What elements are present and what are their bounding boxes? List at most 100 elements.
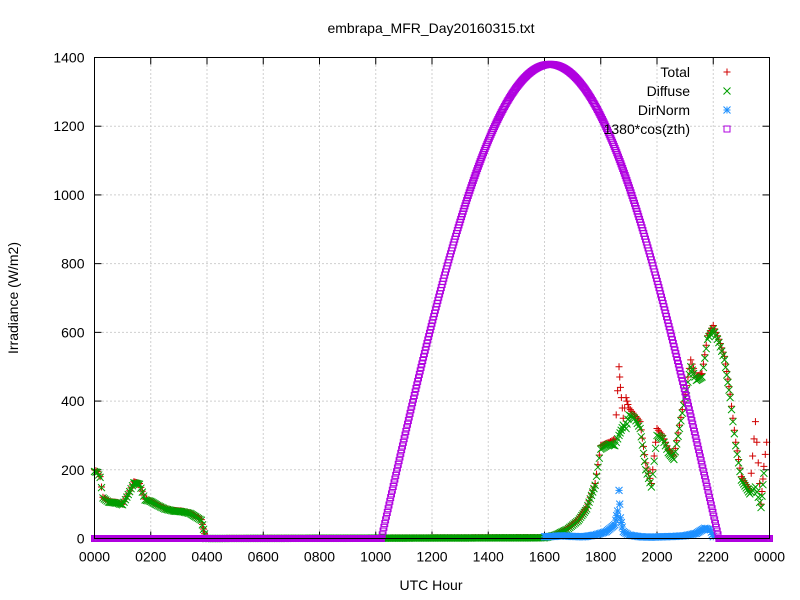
data-point-dirnorm: [708, 530, 717, 539]
data-point-dirnorm: [615, 500, 624, 508]
data-point-diffuse: [741, 482, 749, 490]
x-tick-label: 1200: [416, 549, 447, 565]
data-point-dirnorm: [615, 486, 623, 495]
data-point-diffuse: [730, 429, 739, 438]
y-tick-label: 1000: [53, 187, 84, 203]
data-point-1380-cos-zth: [708, 505, 716, 513]
data-point-total: [624, 401, 632, 409]
data-point-1380-cos-zth: [620, 169, 628, 177]
data-point-diffuse: [733, 450, 742, 459]
data-point-1380-cos-zth: [389, 482, 397, 490]
data-point-1380-cos-zth: [475, 160, 483, 168]
data-point-diffuse: [647, 483, 656, 491]
data-point-1380-cos-zth: [385, 501, 393, 509]
data-point-1380-cos-zth: [386, 497, 394, 505]
data-point-1380-cos-zth: [467, 184, 475, 192]
data-point-1380-cos-zth: [396, 453, 404, 461]
data-point-total: [591, 480, 599, 488]
x-tick-label: 1400: [473, 549, 504, 565]
data-point-1380-cos-zth: [398, 446, 406, 454]
data-point-1380-cos-zth: [687, 413, 695, 421]
data-point-diffuse: [727, 405, 736, 414]
data-point-1380-cos-zth: [699, 464, 707, 472]
data-point-diffuse: [734, 459, 743, 467]
legend-marker: [723, 125, 731, 133]
data-point-diffuse: [159, 504, 168, 513]
data-point-dirnorm: [617, 518, 626, 527]
data-point-1380-cos-zth: [469, 179, 476, 187]
data-point-diffuse: [639, 449, 648, 458]
data-point-total: [747, 469, 755, 477]
data-point-1380-cos-zth: [620, 167, 628, 175]
x-tick-label: 1000: [360, 549, 391, 565]
data-point-1380-cos-zth: [625, 181, 633, 189]
legend-marker: [723, 68, 731, 76]
data-point-1380-cos-zth: [678, 374, 686, 382]
data-point-total: [749, 452, 757, 460]
data-point-total: [751, 418, 759, 426]
data-point-diffuse: [720, 355, 729, 364]
data-point-diffuse: [198, 520, 207, 529]
data-point-1380-cos-zth: [614, 151, 622, 159]
data-point-1380-cos-zth: [404, 420, 412, 428]
data-point-1380-cos-zth: [696, 453, 704, 461]
data-point-dirnorm: [612, 511, 621, 520]
data-point-1380-cos-zth: [690, 424, 698, 432]
data-point-1380-cos-zth: [707, 501, 715, 509]
data-point-diffuse: [606, 440, 615, 449]
data-point-total: [761, 450, 769, 458]
data-point-diffuse: [650, 457, 659, 466]
data-point-1380-cos-zth: [388, 486, 396, 494]
data-point-1380-cos-zth: [694, 442, 702, 450]
data-point-total: [622, 394, 630, 402]
data-point-diffuse: [715, 338, 723, 347]
data-point-1380-cos-zth: [621, 172, 629, 180]
data-point-1380-cos-zth: [682, 392, 690, 400]
data-point-1380-cos-zth: [414, 377, 422, 385]
data-point-total: [730, 426, 738, 434]
data-point-1380-cos-zth: [405, 413, 413, 421]
data-point-diffuse: [702, 344, 711, 353]
data-point-1380-cos-zth: [685, 402, 692, 410]
data-point-diffuse: [759, 480, 767, 489]
data-point-dirnorm: [709, 532, 718, 541]
data-point-1380-cos-zth: [713, 527, 721, 535]
legend-marker: [723, 87, 731, 95]
data-point-diffuse: [738, 478, 747, 486]
data-point-diffuse: [640, 457, 649, 466]
x-tick-label: 2000: [641, 549, 672, 565]
data-point-diffuse: [671, 447, 680, 456]
data-point-1380-cos-zth: [692, 435, 700, 443]
data-point-total: [758, 488, 766, 496]
data-point-diffuse: [737, 476, 746, 484]
data-point-1380-cos-zth: [617, 160, 625, 168]
data-point-total: [688, 360, 696, 368]
data-point-1380-cos-zth: [697, 457, 705, 465]
data-point-1380-cos-zth: [613, 149, 621, 157]
data-point-diffuse: [97, 483, 106, 492]
data-point-1380-cos-zth: [395, 457, 403, 465]
data-point-1380-cos-zth: [381, 520, 389, 528]
data-point-1380-cos-zth: [469, 176, 477, 184]
data-point-dirnorm: [707, 528, 716, 537]
data-point-diffuse: [591, 481, 599, 490]
y-tick-label: 1200: [53, 118, 84, 134]
data-point-1380-cos-zth: [410, 392, 418, 400]
y-axis-label: Irradiance (W/m2): [5, 242, 21, 354]
data-point-diffuse: [674, 432, 682, 441]
data-point-1380-cos-zth: [686, 409, 694, 417]
data-point-1380-cos-zth: [709, 508, 717, 516]
data-point-1380-cos-zth: [384, 505, 392, 513]
data-point-1380-cos-zth: [402, 427, 410, 435]
data-point-1380-cos-zth: [472, 169, 480, 177]
data-point-diffuse: [197, 516, 206, 525]
x-tick-label: 1800: [585, 549, 616, 565]
data-point-total: [623, 397, 631, 405]
data-point-1380-cos-zth: [409, 395, 417, 403]
data-point-diffuse: [636, 424, 644, 433]
data-point-1380-cos-zth: [679, 381, 687, 389]
y-tick-label: 0: [77, 531, 85, 547]
x-tick-label: 0000: [79, 549, 110, 565]
x-tick-label: 0200: [135, 549, 166, 565]
